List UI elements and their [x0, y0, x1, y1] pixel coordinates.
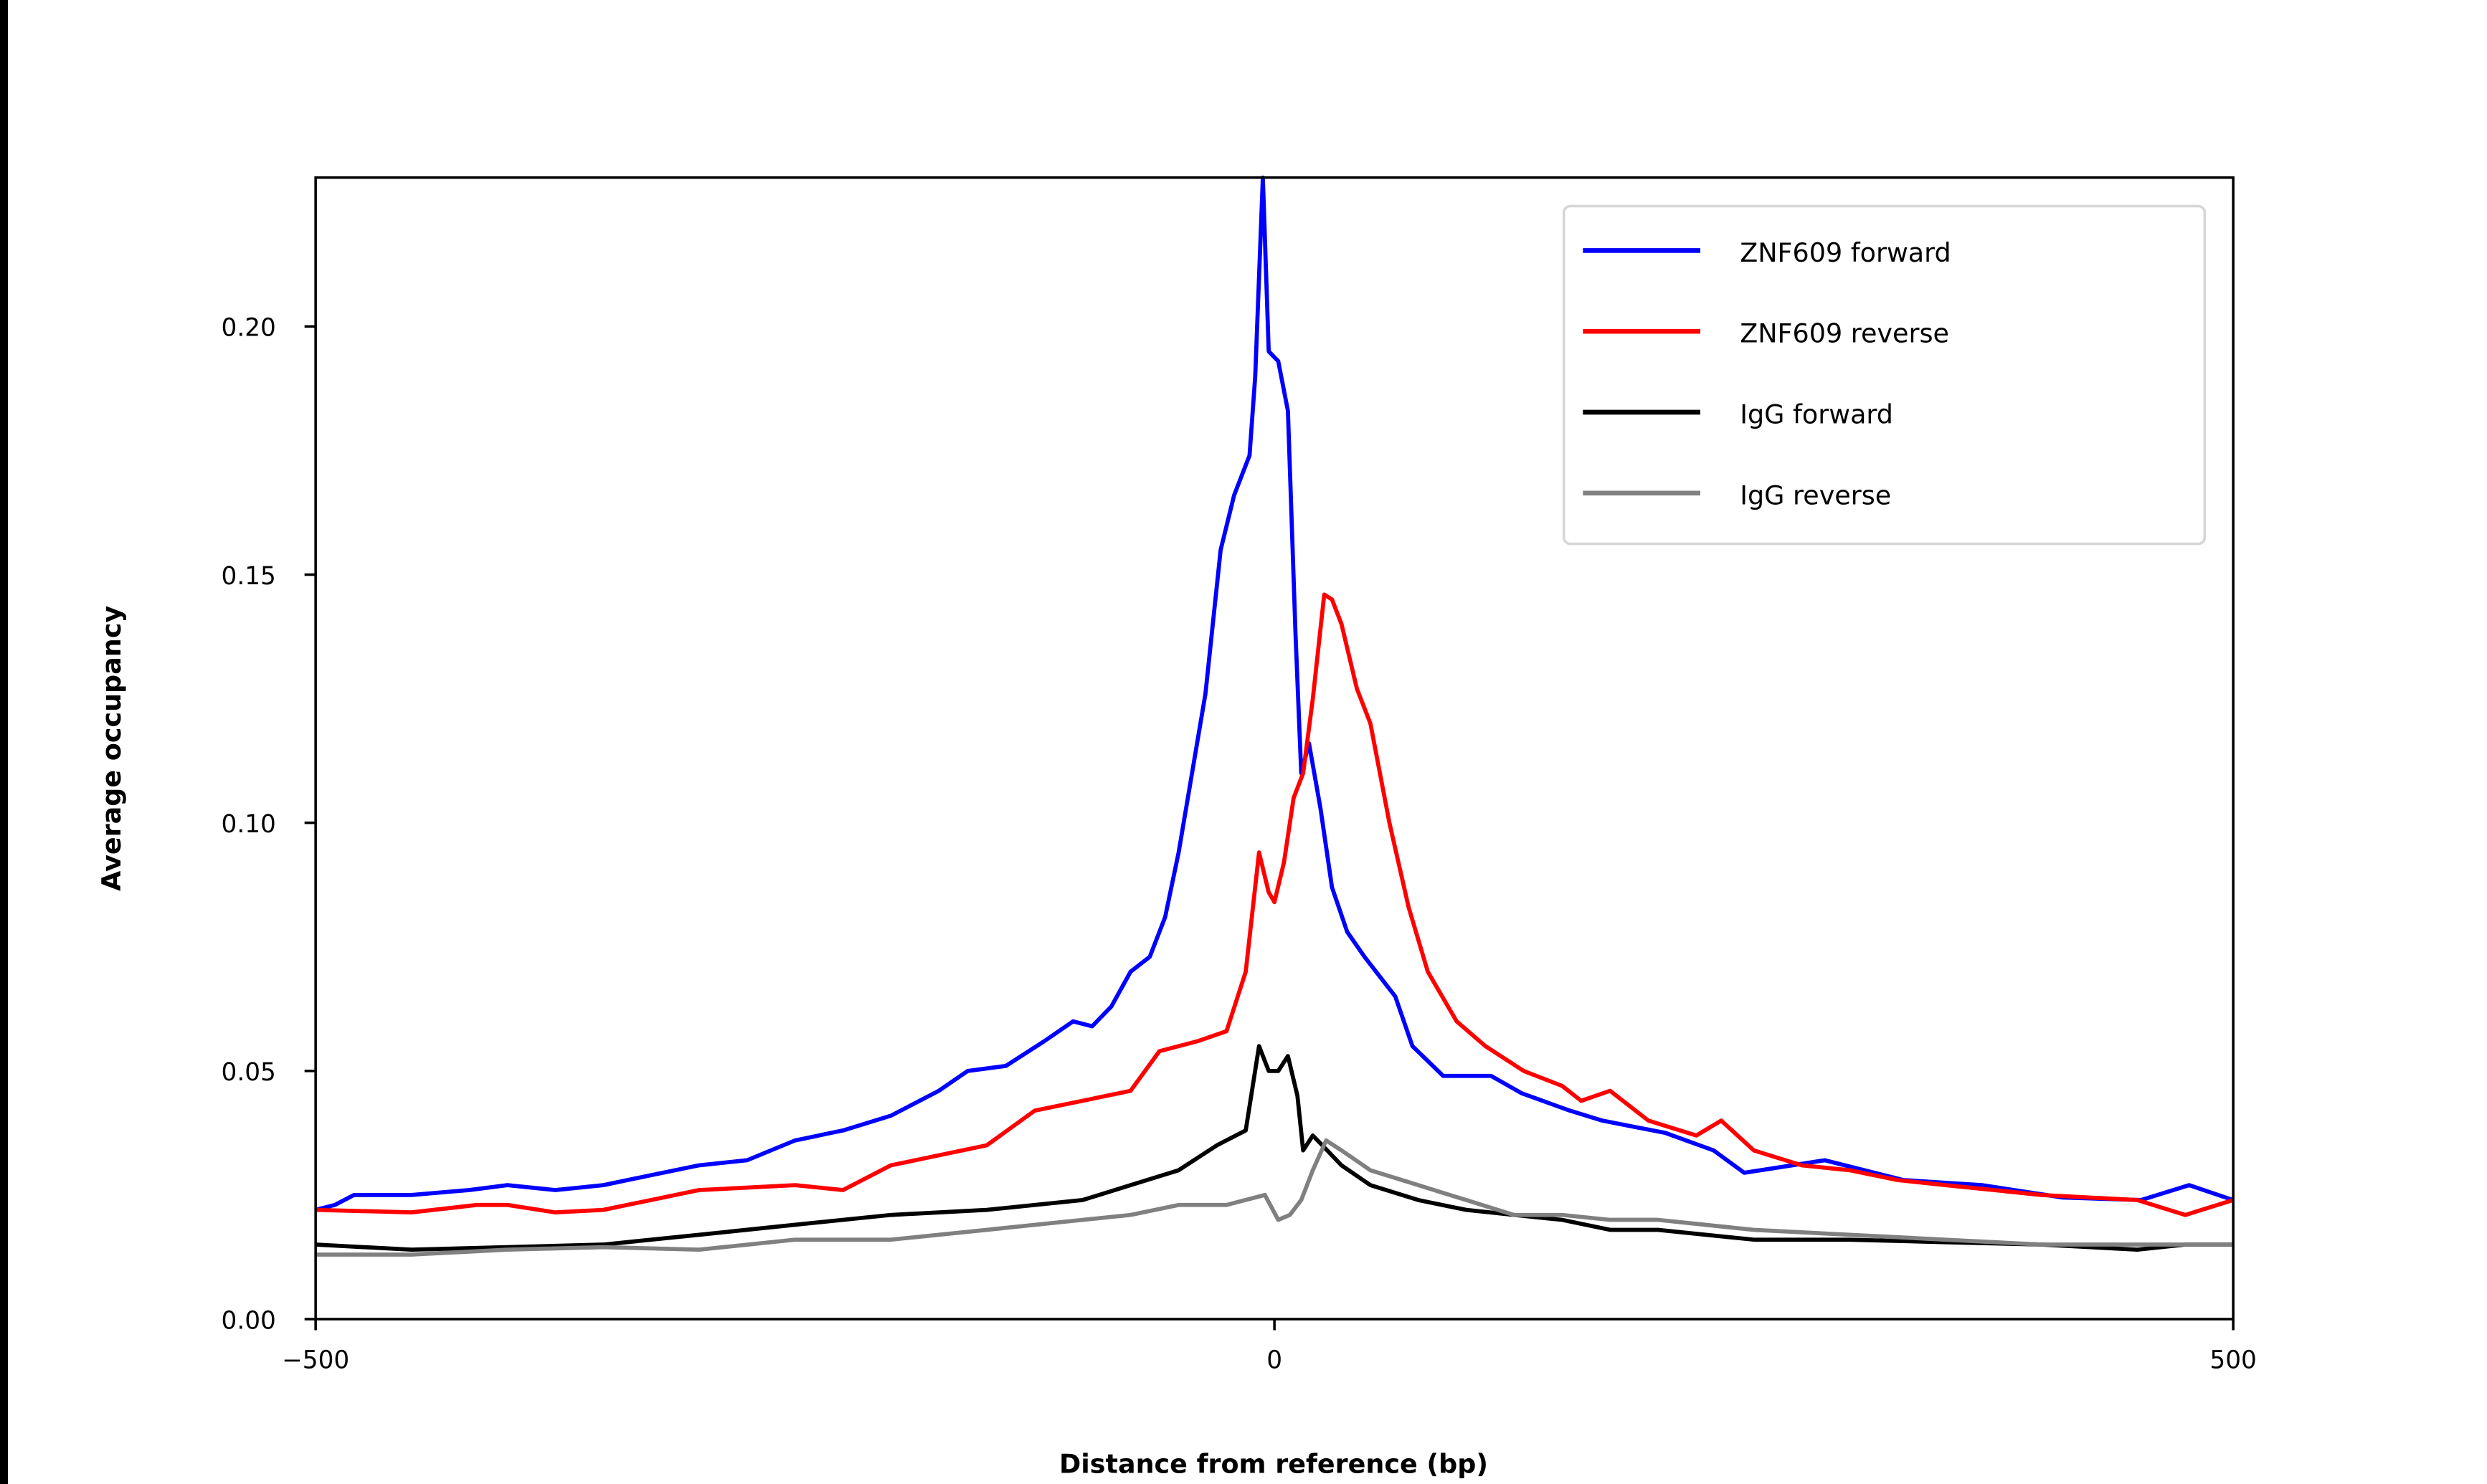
- y-tick-label: 0.15: [222, 562, 276, 591]
- legend-item: ZNF609 forward: [1583, 237, 1951, 268]
- legend-box: [1563, 204, 2207, 546]
- x-axis-ticks: −500 0 500: [282, 1319, 2257, 1375]
- series-line-igg-forward: [315, 1044, 2234, 1252]
- legend-label: IgG forward: [1740, 399, 1893, 429]
- left-border: [0, 0, 9, 1484]
- x-tick-label: 0: [1266, 1346, 1282, 1375]
- legend-item: IgG forward: [1583, 399, 1893, 429]
- legend-label: ZNF609 reverse: [1740, 318, 1949, 349]
- series-line-igg-reverse: [316, 1138, 2234, 1257]
- series-line-znf609-reverse: [316, 592, 2234, 1217]
- legend-item: ZNF609 reverse: [1583, 318, 1949, 349]
- y-tick-label: 0.05: [222, 1058, 276, 1087]
- series-line-znf609-forward: [315, 175, 2235, 1212]
- legend-label: ZNF609 forward: [1740, 237, 1951, 268]
- y-axis-label: Average occupancy: [96, 606, 127, 891]
- legend-item: IgG reverse: [1583, 480, 1891, 510]
- y-axis-ticks: 0.00 0.05 0.10 0.15 0.20: [222, 314, 316, 1335]
- x-tick-label: 500: [2209, 1346, 2256, 1375]
- legend-label: IgG reverse: [1740, 480, 1891, 510]
- y-tick-label: 0.10: [222, 810, 276, 839]
- legend: ZNF609 forward ZNF609 reverse IgG forward I…: [1563, 204, 2207, 546]
- y-tick-label: 0.00: [222, 1306, 276, 1335]
- series-layer: [315, 175, 2235, 1257]
- x-axis-label: Distance from reference (bp): [1059, 1449, 1488, 1480]
- x-tick-label: −500: [282, 1346, 349, 1375]
- y-tick-label: 0.20: [222, 314, 276, 343]
